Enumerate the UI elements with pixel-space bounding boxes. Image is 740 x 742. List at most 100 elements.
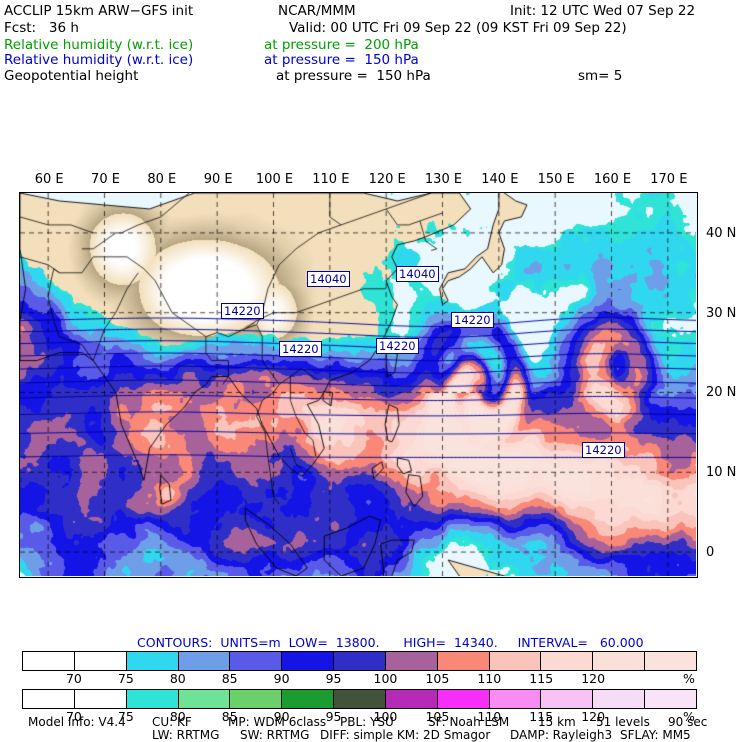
- cumulus-scheme: CU: KF: [152, 715, 192, 729]
- lon-tick-100E: 100 E: [255, 172, 294, 187]
- model-info-version: Model Info: V4.4: [28, 715, 126, 729]
- lon-tick-60E: 60 E: [34, 172, 64, 187]
- lat-tick-10N: 10 N: [706, 465, 737, 481]
- colorbar-rh150-cell[interactable]: [74, 652, 127, 670]
- colorbar-rh200-cell[interactable]: [282, 690, 335, 708]
- contour-label: 14220: [221, 303, 264, 319]
- colorbar-rh150-tick: 80: [169, 671, 186, 686]
- map-canvas: [20, 193, 696, 576]
- colorbar-rh200-tick: 110: [477, 709, 502, 724]
- colorbar-rh150-tick: 120: [581, 671, 606, 686]
- colorbar-rh150-tick: %: [683, 671, 695, 686]
- colorbar-rh200-tick: 80: [169, 709, 186, 724]
- contour-label: 14220: [451, 312, 494, 328]
- colorbar-rh200-cell[interactable]: [593, 690, 646, 708]
- contour-label: 14040: [307, 271, 350, 287]
- colorbar-rh200-tick: 90: [273, 709, 290, 724]
- colorbar-rh200-cell[interactable]: [230, 690, 283, 708]
- map-panel[interactable]: 14040 14040 14220 14220 14220 14220 14220: [19, 192, 698, 578]
- colorbar-rh200-tick: 100: [373, 709, 398, 724]
- lon-tick-130E: 130 E: [424, 172, 463, 187]
- field-2-name: Relative humidity (w.r.t. ice): [4, 52, 194, 68]
- header-block: ACCLIP 15km ARW−GFS init NCAR/MMM Init: …: [0, 0, 740, 92]
- colorbar-rh150-tick: 70: [65, 671, 82, 686]
- model-title: ACCLIP 15km ARW−GFS init: [4, 3, 194, 19]
- colorbar-rh150-strip[interactable]: [22, 651, 697, 671]
- lon-tick-140E: 140 E: [481, 172, 519, 187]
- surface-scheme: SF: Noah LSM: [428, 715, 510, 729]
- colorbar-rh150-cell[interactable]: [230, 652, 283, 670]
- colorbar-rh150-cell[interactable]: [385, 652, 438, 670]
- colorbar-rh150-ticks: 70 75 80 85 90 95 100 105 110 115 120%: [22, 671, 697, 688]
- colorbar-rh200[interactable]: 70 75 80 85 90 95 100 105 110 115 120%: [22, 689, 697, 726]
- lon-tick-170E: 170 E: [650, 172, 688, 187]
- colorbar-rh200-tick: 115: [529, 709, 554, 724]
- colorbar-rh150-tick: 75: [117, 671, 134, 686]
- damping-scheme: DAMP: Rayleigh3: [510, 728, 613, 742]
- colorbar-rh150-cell[interactable]: [282, 652, 335, 670]
- lon-tick-90E: 90 E: [203, 172, 233, 187]
- colorbar-rh150-cell[interactable]: [126, 652, 179, 670]
- colorbar-rh200-cell[interactable]: [385, 690, 438, 708]
- colorbar-rh150-cell[interactable]: [489, 652, 542, 670]
- colorbar-rh150-tick: 95: [325, 671, 342, 686]
- lat-tick-30N: 30 N: [706, 305, 737, 321]
- contour-label: 14040: [396, 266, 439, 282]
- lat-tick-0: 0: [706, 545, 715, 561]
- smoothing-label: sm= 5: [578, 68, 623, 84]
- longwave-scheme: LW: RRTMG: [152, 728, 220, 742]
- colorbar-rh200-tick: 120: [581, 709, 606, 724]
- colorbar-rh200-cell[interactable]: [334, 690, 386, 708]
- colorbar-rh200-cell[interactable]: [74, 690, 127, 708]
- colorbar-rh200-cell[interactable]: [489, 690, 542, 708]
- colorbar-rh150-cell[interactable]: [23, 652, 75, 670]
- lon-tick-120E: 120 E: [368, 172, 406, 187]
- colorbar-rh150-tick: 110: [477, 671, 502, 686]
- colorbar-rh150-tick: 105: [425, 671, 450, 686]
- colorbar-rh150-cell[interactable]: [541, 652, 594, 670]
- contour-label: 14220: [376, 338, 419, 354]
- contour-label: 14220: [279, 341, 322, 357]
- contours-info-label: CONTOURS: UNITS=m LOW= 13800. HIGH= 1434…: [137, 635, 644, 650]
- colorbar-rh200-cell[interactable]: [645, 690, 696, 708]
- grid-spacing: 15 km: [538, 715, 576, 729]
- colorbar-rh200-cell[interactable]: [437, 690, 490, 708]
- colorbar-rh200-tick: 95: [325, 709, 342, 724]
- lat-tick-20N: 20 N: [706, 385, 737, 401]
- field-3-name: Geopotential height: [4, 68, 139, 84]
- colorbar-rh150-cell[interactable]: [334, 652, 386, 670]
- contour-label: 14220: [582, 442, 625, 458]
- colorbar-rh150-cell[interactable]: [437, 652, 490, 670]
- colorbar-rh200-cell[interactable]: [23, 690, 75, 708]
- colorbar-rh150-cell[interactable]: [645, 652, 696, 670]
- time-step: 90 sec: [668, 715, 708, 729]
- colorbar-rh200-cell[interactable]: [541, 690, 594, 708]
- colorbar-rh200-tick: 75: [117, 709, 134, 724]
- pbl-scheme: PBL: YSU: [340, 715, 394, 729]
- colorbar-rh150-tick: 100: [373, 671, 398, 686]
- colorbar-rh200-cell[interactable]: [126, 690, 179, 708]
- field-1-level: at pressure = 200 hPa: [264, 37, 419, 53]
- field-2-level: at pressure = 150 hPa: [264, 52, 419, 68]
- valid-time-label: Valid: 00 UTC Fri 09 Sep 22 (09 KST Fri …: [289, 20, 627, 36]
- microphysics-scheme: MP: WDM 6class: [228, 715, 327, 729]
- colorbar-rh150-tick: 115: [529, 671, 554, 686]
- colorbar-rh200-tick: 105: [425, 709, 450, 724]
- shortwave-scheme: SW: RRTMG: [240, 728, 310, 742]
- institution-label: NCAR/MMM: [278, 3, 356, 19]
- colorbar-rh150-tick: 90: [273, 671, 290, 686]
- field-3-level: at pressure = 150 hPa: [276, 68, 431, 84]
- colorbar-rh200-ticks: 70 75 80 85 90 95 100 105 110 115 120%: [22, 709, 697, 726]
- surface-layer-scheme: SFLAY: MM5: [620, 728, 691, 742]
- lon-tick-80E: 80 E: [147, 172, 177, 187]
- vertical-levels: 51 levels: [596, 715, 650, 729]
- colorbar-rh200-strip[interactable]: [22, 689, 697, 709]
- colorbar-rh200-cell[interactable]: [178, 690, 231, 708]
- colorbar-rh150-tick: 85: [221, 671, 238, 686]
- colorbar-rh150-cell[interactable]: [178, 652, 231, 670]
- colorbar-rh150-cell[interactable]: [593, 652, 646, 670]
- colorbar-rh150[interactable]: 70 75 80 85 90 95 100 105 110 115 120%: [22, 651, 697, 688]
- colorbar-rh200-tick: %: [683, 709, 695, 724]
- forecast-hour-label: Fcst: 36 h: [4, 20, 79, 36]
- diffusion-scheme: DIFF: simple KM: 2D Smagor: [320, 728, 491, 742]
